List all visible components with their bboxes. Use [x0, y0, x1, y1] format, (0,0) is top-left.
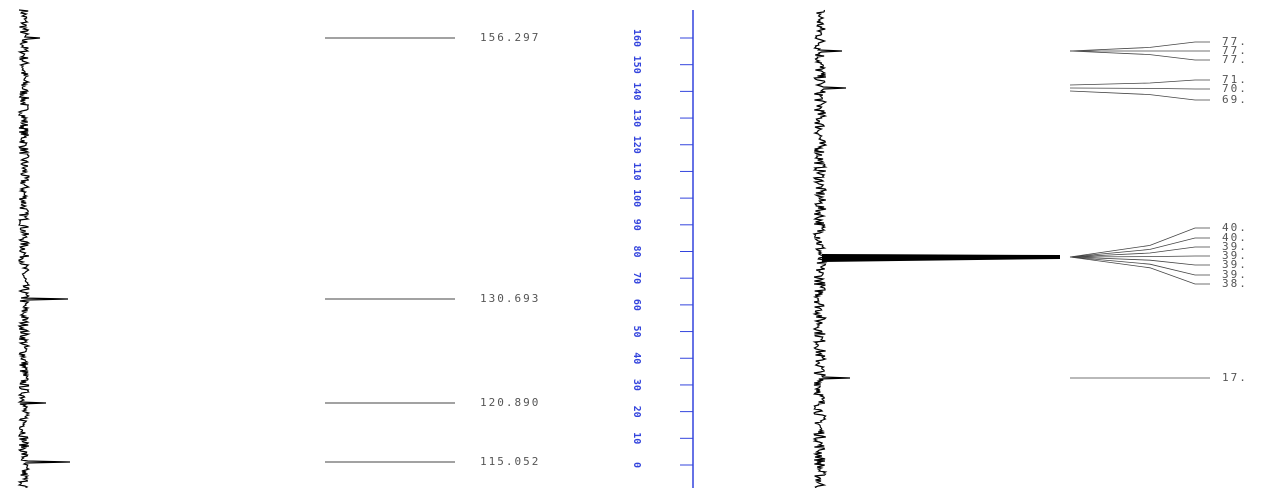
- axis-label: 90: [631, 219, 642, 231]
- axis-label: 110: [631, 162, 642, 180]
- peak-leader: [1070, 88, 1210, 89]
- axis-label: 80: [631, 245, 642, 257]
- axis-label: 30: [631, 379, 642, 391]
- axis-label: 160: [631, 29, 642, 47]
- peak-label: 120.890: [480, 396, 540, 409]
- peak-label: 17.: [1222, 371, 1248, 384]
- right-spectrum: [814, 10, 850, 488]
- axis-label: 50: [631, 326, 642, 338]
- axis-label: 120: [631, 136, 642, 154]
- axis-label: 70: [631, 272, 642, 284]
- axis-label: 60: [631, 299, 642, 311]
- peak-leader: [1070, 228, 1210, 257]
- peak-label: 38.: [1222, 277, 1248, 290]
- peak-label: 130.693: [480, 292, 540, 305]
- axis-label: 130: [631, 109, 642, 127]
- solvent-peak: [822, 254, 1060, 262]
- peak-leader: [1070, 247, 1210, 257]
- spectrum-view: 156.297 130.693 120.890 115.052 160 150 140 130…: [0, 0, 1281, 488]
- peak-leader: [1070, 51, 1210, 60]
- peak-label: 77.: [1222, 53, 1248, 66]
- peak-leader: [1070, 257, 1210, 265]
- peak-leader: [1070, 257, 1210, 284]
- peak-label: 69.: [1222, 93, 1248, 106]
- peak-leader: [1070, 91, 1210, 100]
- left-spectrum: [19, 10, 70, 488]
- peak-label: 115.052: [480, 455, 540, 468]
- peak-leader: [1070, 42, 1210, 51]
- axis-label: 140: [631, 82, 642, 100]
- axis-label: 20: [631, 406, 642, 418]
- axis-label: 100: [631, 189, 642, 207]
- peak-label: 156.297: [480, 31, 540, 44]
- axis-label: 150: [631, 56, 642, 74]
- peak-leader: [1070, 80, 1210, 85]
- axis-label: 0: [631, 462, 642, 468]
- axis-label: 40: [631, 352, 642, 364]
- axis-label: 10: [631, 432, 642, 444]
